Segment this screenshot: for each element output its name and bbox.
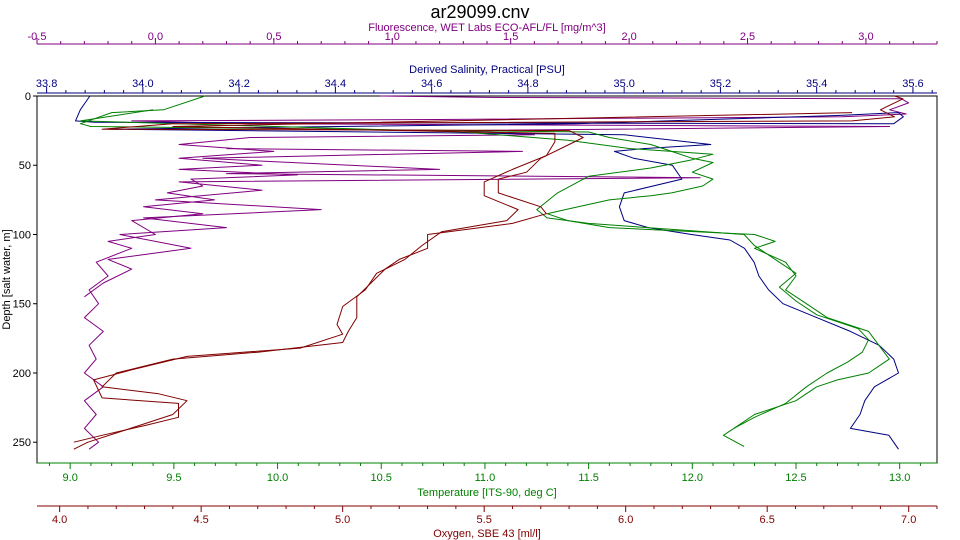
sal-tick-label: 34.6 bbox=[421, 78, 442, 90]
fluor-tick-label: -0.5 bbox=[28, 31, 47, 43]
chart-title: ar29099.cnv bbox=[430, 2, 529, 22]
sal-tick-label: 34.4 bbox=[325, 78, 346, 90]
temp-tick-label: 12.0 bbox=[682, 472, 703, 484]
temp-tick-label: 10.0 bbox=[267, 472, 288, 484]
series-layer bbox=[73, 95, 910, 450]
sal-axis-label: Derived Salinity, Practical [PSU] bbox=[409, 64, 565, 76]
sal-tick-label: 35.0 bbox=[613, 78, 634, 90]
oxy-tick-label: 4.0 bbox=[52, 514, 67, 526]
y-axis-label: Depth [salt water, m] bbox=[1, 229, 13, 329]
temp-tick-label: 9.5 bbox=[166, 472, 181, 484]
y-tick-label: 200 bbox=[13, 368, 31, 380]
y-tick-label: 100 bbox=[13, 229, 31, 241]
temp-series-line bbox=[80, 95, 890, 447]
fluor-tick-label: 0.0 bbox=[148, 31, 163, 43]
fluor-tick-label: 0.5 bbox=[266, 31, 281, 43]
fluor-tick-label: 2.0 bbox=[621, 31, 636, 43]
fluor-tick-label: 1.5 bbox=[503, 31, 518, 43]
temp-axis-label: Temperature [ITS-90, deg C] bbox=[417, 487, 556, 499]
fluor-series-line bbox=[83, 95, 910, 450]
oxy-tick-label: 6.0 bbox=[618, 514, 633, 526]
fluor-tick-label: 1.0 bbox=[385, 31, 400, 43]
sal-tick-label: 34.0 bbox=[132, 78, 153, 90]
y-axis: 0 50 100 150 200 250 Depth [salt water, m] bbox=[1, 91, 37, 449]
fluor-tick-label: 2.5 bbox=[740, 31, 755, 43]
sal-tick-label: 34.8 bbox=[517, 78, 538, 90]
temp-tick-label: 10.5 bbox=[371, 472, 392, 484]
y-tick-label: 250 bbox=[13, 437, 31, 449]
sal-tick-label: 34.2 bbox=[228, 78, 249, 90]
bottom-axes: 9.0 9.5 10.0 10.5 11.0 11.5 12.0 12.5 13.0 Temper… bbox=[37, 462, 938, 540]
temp-series-line bbox=[80, 109, 870, 429]
oxy-series-line bbox=[73, 95, 904, 450]
sal-tick-label: 35.2 bbox=[710, 78, 731, 90]
fluor-series-line bbox=[84, 148, 701, 298]
temp-tick-label: 12.5 bbox=[785, 472, 806, 484]
sal-tick-label: 35.6 bbox=[902, 78, 923, 90]
sal-tick-label: 33.8 bbox=[36, 78, 57, 90]
oxy-tick-label: 6.5 bbox=[760, 514, 775, 526]
fluor-axis-label: Fluorescence, WET Labs ECO-AFL/FL [mg/m^… bbox=[368, 22, 605, 34]
temp-tick-label: 13.0 bbox=[889, 472, 910, 484]
temp-tick-label: 9.0 bbox=[63, 472, 78, 484]
y-tick-label: 0 bbox=[25, 91, 31, 103]
oxy-tick-label: 5.0 bbox=[335, 514, 350, 526]
y-tick-label: 150 bbox=[13, 299, 31, 311]
temp-tick-label: 11.0 bbox=[475, 472, 496, 484]
sal-tick-label: 35.4 bbox=[806, 78, 827, 90]
top-axes: -0.5 0.0 0.5 1.0 1.5 2.0 2.5 3.0 Fluorescence, W… bbox=[28, 22, 938, 94]
y-tick-label: 50 bbox=[19, 160, 31, 172]
sal-series-line bbox=[75, 95, 904, 450]
temp-tick-label: 11.5 bbox=[578, 472, 599, 484]
fluor-tick-label: 3.0 bbox=[858, 31, 873, 43]
oxy-axis-label: Oxygen, SBE 43 [ml/l] bbox=[433, 528, 541, 540]
oxy-tick-label: 4.5 bbox=[194, 514, 209, 526]
oxy-tick-label: 5.5 bbox=[477, 514, 492, 526]
oxy-series-line bbox=[73, 112, 853, 443]
oxy-tick-label: 7.0 bbox=[901, 514, 916, 526]
